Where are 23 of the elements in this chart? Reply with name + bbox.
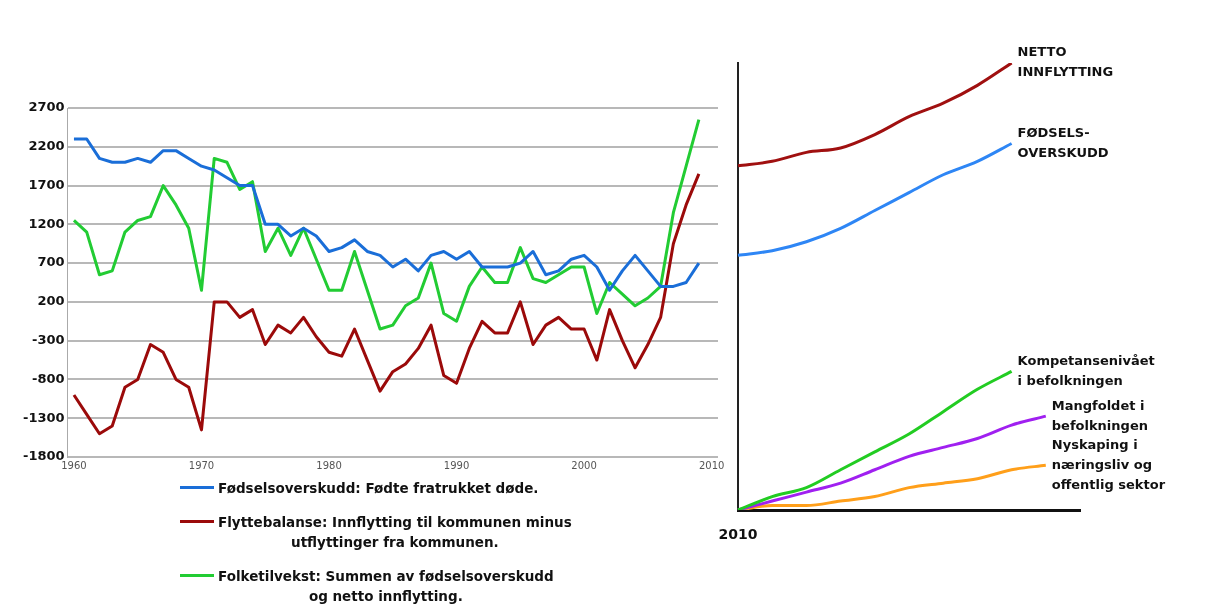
y-tick-label: 2700 <box>28 99 65 115</box>
series-label: Kompetansenivået i befolkningen <box>1017 352 1155 388</box>
series-label: Mangfoldet i befolkningen <box>1051 397 1148 433</box>
y-tick-label: -300 <box>32 332 65 348</box>
y-tick-label: -800 <box>32 370 65 386</box>
series-label: FØDSELS- OVERSKUDD <box>1017 124 1109 160</box>
y-tick-label: 700 <box>37 254 65 270</box>
legend-label: Flyttebalanse: Innflytting til kommunen minus utflyttinger fra kommunen. <box>218 513 572 552</box>
y-tick-label: 200 <box>37 293 65 309</box>
y-tick-label: 2200 <box>28 138 65 154</box>
text: 2010 <box>718 525 758 542</box>
series-label: Nyskaping i næringsliv og offentlig sektor <box>1051 436 1166 492</box>
x-tick-label: 1990 <box>443 459 470 471</box>
y-tick-label: 1700 <box>28 176 65 192</box>
legend-label: Fødselsoverskudd: Fødte fratrukket døde. <box>218 479 539 498</box>
x-tick-label: 1970 <box>188 459 215 471</box>
legend-label: Folketilvekst: Summen av fødselsoverskudd og netto innflytting. <box>218 567 554 606</box>
y-tick-label: -1300 <box>23 409 65 425</box>
series-label: NETTO INNFLYTTING <box>1017 44 1114 80</box>
x-tick-label: 2010 <box>698 459 725 471</box>
x-tick-label: 2000 <box>571 459 597 471</box>
y-tick-label: 1200 <box>28 215 65 231</box>
x-tick-label: 1980 <box>316 459 342 471</box>
